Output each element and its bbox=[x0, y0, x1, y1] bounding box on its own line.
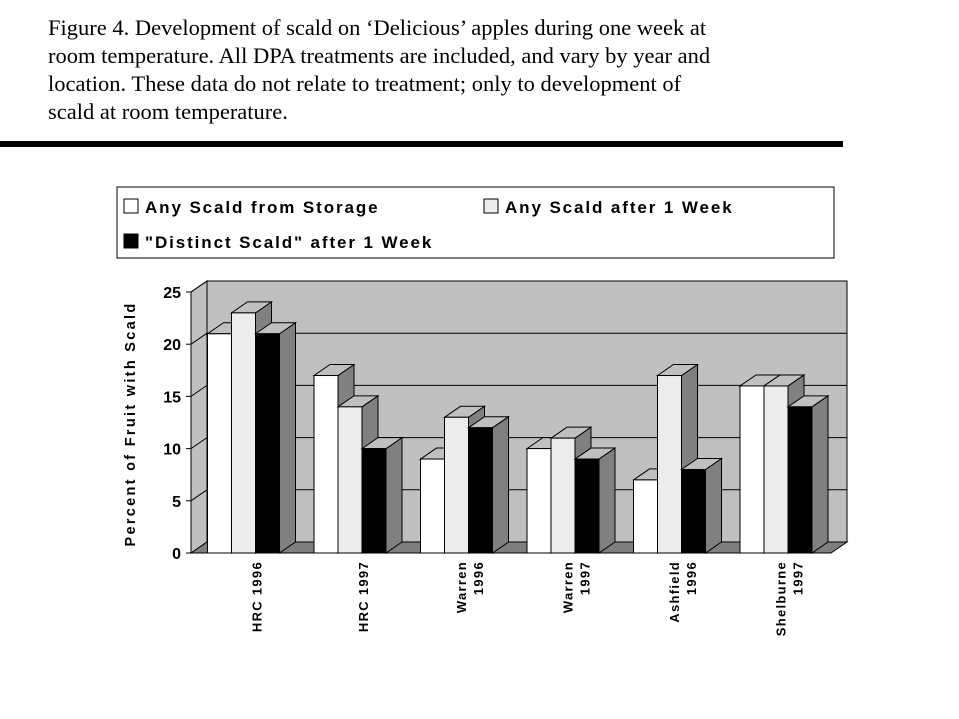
bar-front bbox=[681, 468, 706, 554]
side-wall bbox=[190, 280, 208, 554]
bar-side bbox=[279, 321, 296, 554]
bar-front bbox=[444, 416, 469, 554]
x-category-label: HRC 1996 bbox=[249, 561, 264, 632]
y-tick-label: 5 bbox=[172, 494, 181, 511]
gridline-depth bbox=[190, 280, 208, 293]
caption-line-4: scald at room temperature. bbox=[48, 99, 288, 124]
x-category-label: 1997 bbox=[577, 561, 592, 595]
bar-front bbox=[739, 385, 765, 554]
bar-front bbox=[255, 333, 280, 554]
legend-label-after-week: Any Scald after 1 Week bbox=[505, 198, 734, 217]
bar bbox=[573, 447, 617, 554]
gridline-depth bbox=[190, 437, 208, 450]
bar-front bbox=[526, 448, 552, 554]
bar-front bbox=[550, 437, 576, 554]
bar bbox=[360, 436, 404, 554]
bar-front bbox=[337, 406, 363, 554]
legend: Any Scald from Storage Any Scald after 1… bbox=[116, 186, 835, 259]
bar-front bbox=[763, 385, 789, 554]
y-tick-label: 15 bbox=[163, 389, 181, 406]
bar bbox=[786, 394, 830, 554]
x-category-label: 1997 bbox=[790, 561, 805, 595]
legend-label-distinct: "Distinct Scald" after 1 Week bbox=[145, 233, 433, 252]
bar-front bbox=[313, 375, 339, 554]
bar-front bbox=[574, 458, 600, 554]
legend-swatch-storage bbox=[123, 198, 139, 214]
bar-front bbox=[420, 458, 445, 554]
bar-side bbox=[811, 394, 829, 554]
bar-side bbox=[492, 415, 509, 554]
y-tick-label: 20 bbox=[163, 337, 181, 354]
x-category-label: Warren bbox=[454, 561, 469, 613]
x-category-label: 1996 bbox=[471, 561, 486, 595]
bar bbox=[253, 321, 298, 554]
legend-label-storage: Any Scald from Storage bbox=[145, 198, 380, 217]
bar-front bbox=[633, 479, 658, 554]
x-category-label: Warren bbox=[560, 561, 575, 613]
bar bbox=[679, 457, 724, 554]
bar-side bbox=[385, 436, 403, 554]
legend-swatch-distinct bbox=[123, 233, 139, 249]
bar-front bbox=[207, 333, 232, 554]
y-tick-label: 10 bbox=[163, 442, 181, 459]
y-tick-label: 25 bbox=[163, 285, 181, 302]
x-category-label: 1996 bbox=[684, 561, 699, 595]
figure-caption: Figure 4. Development of scald on ‘Delic… bbox=[48, 14, 848, 126]
bar-front bbox=[787, 406, 813, 554]
caption-line-2: room temperature. All DPA treatments are… bbox=[48, 43, 711, 68]
y-axis-title: Percent of Fruit with Scald bbox=[123, 302, 139, 547]
bar bbox=[466, 415, 511, 554]
caption-line-3: location. These data do not relate to tr… bbox=[48, 71, 682, 96]
caption-divider bbox=[0, 141, 843, 147]
bar-front bbox=[657, 375, 682, 554]
legend-swatch-after-week bbox=[483, 198, 499, 214]
bar-front bbox=[231, 312, 256, 554]
x-category-label: HRC 1997 bbox=[356, 561, 371, 632]
legend-box bbox=[116, 186, 835, 259]
x-category-label: Shelburne bbox=[773, 561, 788, 636]
x-category-label: Ashfield bbox=[667, 561, 682, 623]
gridline-depth bbox=[190, 489, 208, 502]
gridline-depth bbox=[190, 332, 208, 345]
y-tick-label: 0 bbox=[172, 546, 181, 563]
bar-side bbox=[598, 447, 616, 554]
bar-side bbox=[705, 457, 722, 554]
caption-line-1: Figure 4. Development of scald on ‘Delic… bbox=[48, 15, 707, 40]
bar-front bbox=[468, 427, 493, 554]
bar-front bbox=[361, 448, 387, 554]
gridline-depth bbox=[190, 384, 208, 397]
